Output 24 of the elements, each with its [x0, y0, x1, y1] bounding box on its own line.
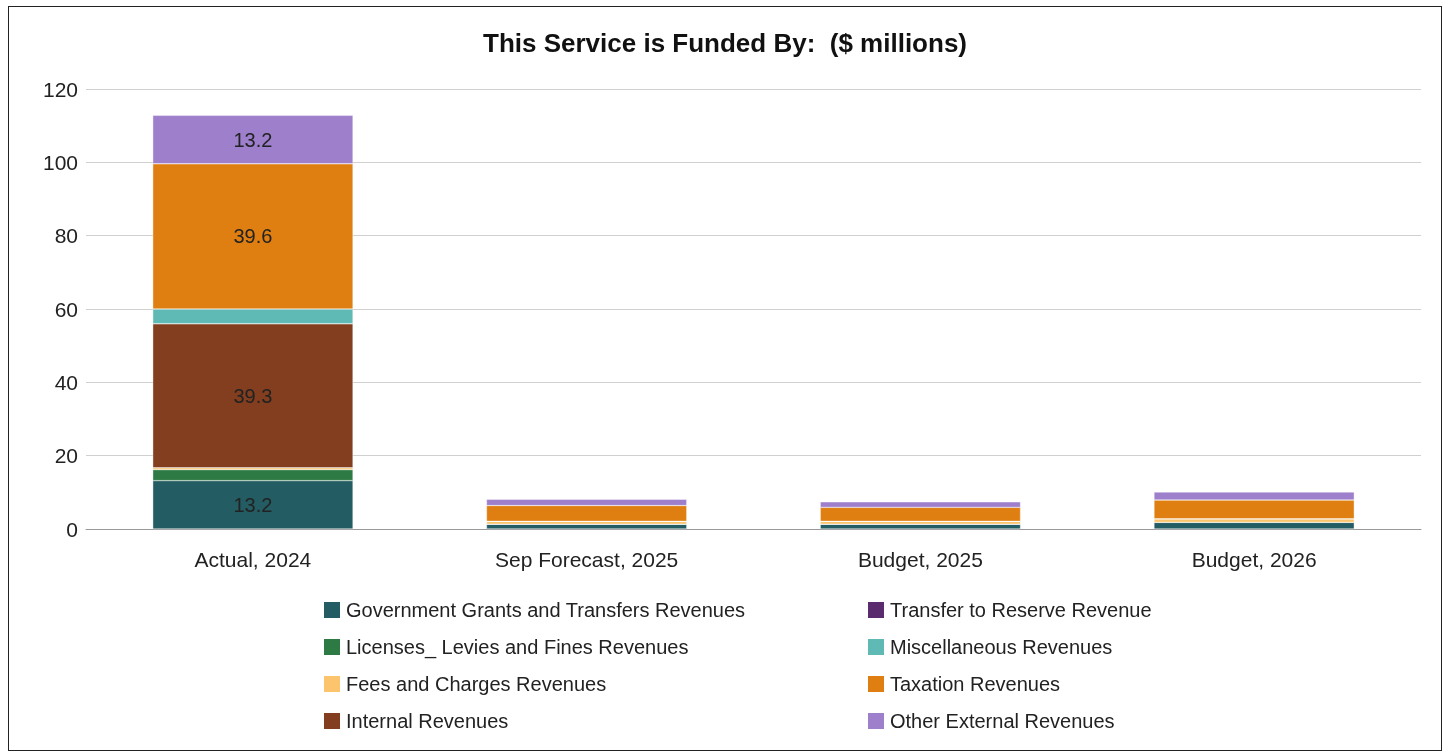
legend-label: Other External Revenues	[890, 710, 1115, 732]
data-label: 39.3	[233, 384, 273, 407]
y-tick-label: 80	[54, 224, 78, 248]
legend-label: Miscellaneous Revenues	[890, 636, 1113, 658]
legend-label: Fees and Charges Revenues	[346, 673, 607, 695]
chart-title: This Service is Funded By: ($ millions)	[483, 28, 967, 58]
legend-label: Government Grants and Transfers Revenues	[346, 599, 746, 621]
y-tick-label: 20	[54, 444, 78, 468]
y-tick-label: 60	[54, 297, 78, 321]
legend-label: Licenses_ Levies and Fines Revenues	[346, 636, 689, 659]
y-tick-label: 0	[66, 517, 78, 541]
y-tick-label: 100	[42, 150, 78, 174]
legend-label: Transfer to Reserve Revenue	[890, 599, 1152, 621]
y-tick-label: 120	[42, 77, 78, 101]
x-tick-label: Sep Forecast, 2025	[494, 548, 679, 571]
legend-label: Internal Revenues	[346, 710, 509, 732]
data-label: 13.2	[233, 128, 273, 151]
data-label: 39.6	[233, 225, 273, 248]
x-tick-label: Actual, 2024	[194, 548, 312, 571]
data-label: 13.2	[233, 493, 273, 516]
legend-label: Taxation Revenues	[890, 673, 1061, 695]
x-tick-label: Budget, 2025	[857, 548, 983, 571]
x-tick-label: Budget, 2026	[1191, 548, 1317, 571]
y-tick-label: 40	[54, 370, 78, 394]
